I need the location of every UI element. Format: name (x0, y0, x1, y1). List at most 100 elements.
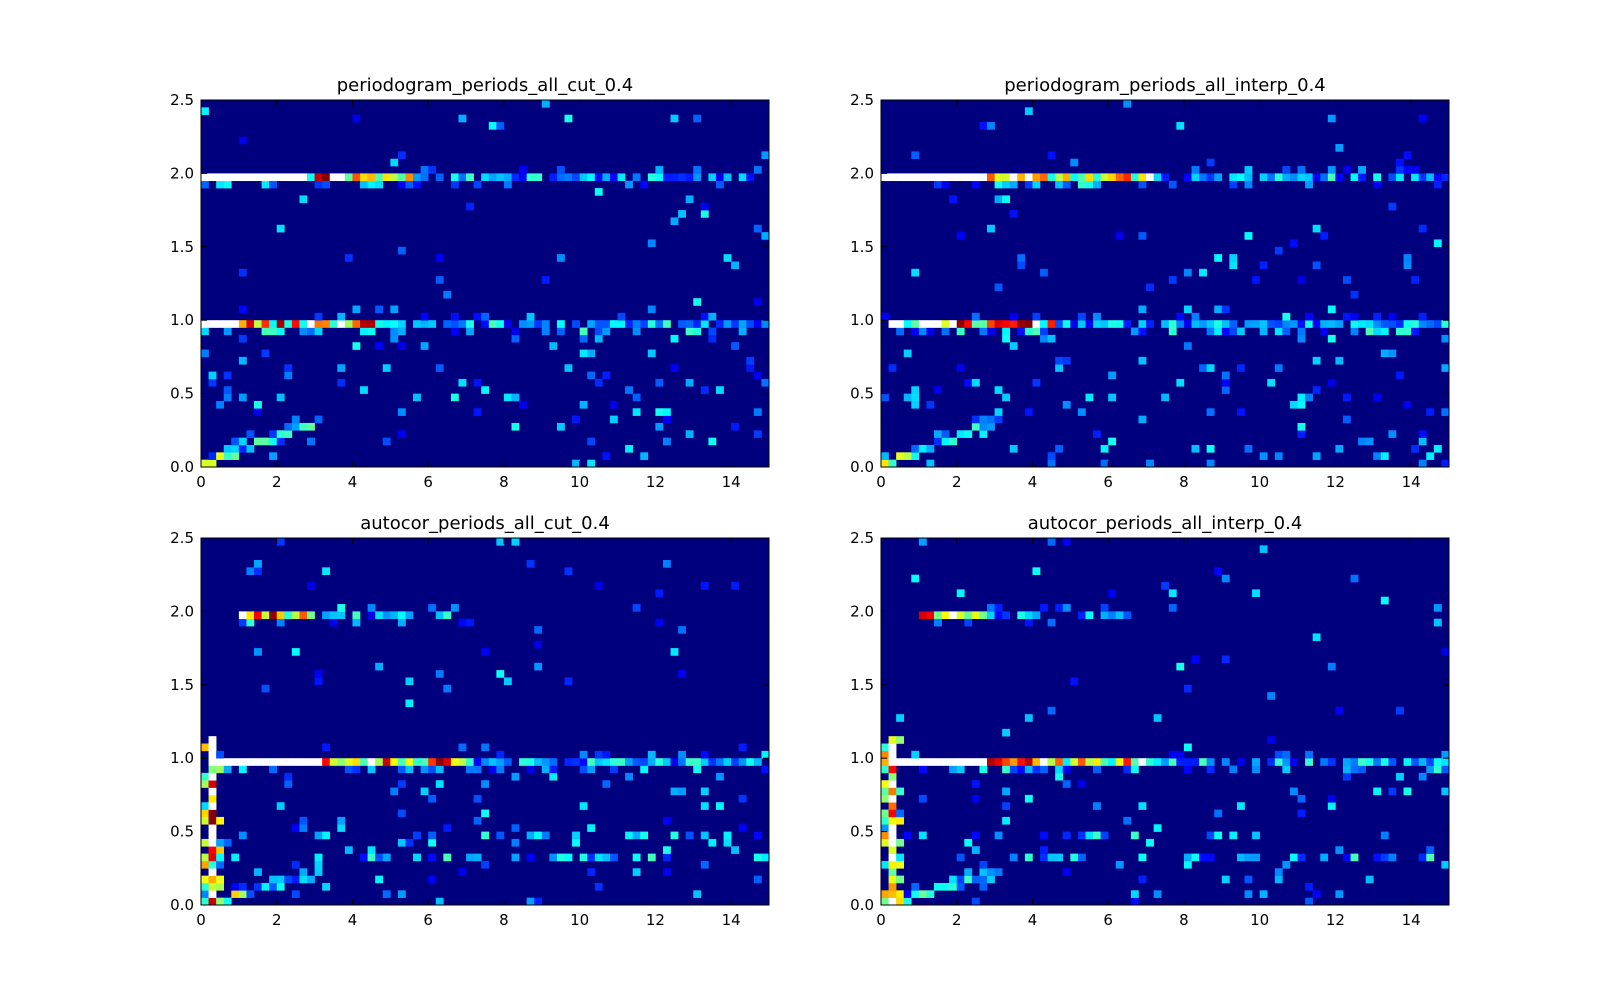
y-tick-label: 0.5 (170, 823, 194, 841)
heatmap-cell (949, 437, 958, 446)
heatmap-cell (534, 626, 543, 634)
heatmap-cell (1259, 327, 1268, 336)
heatmap-cell (1289, 400, 1298, 409)
heatmap-cell (572, 320, 580, 328)
heatmap-cell (428, 794, 437, 803)
heatmap-cell (413, 393, 421, 402)
heatmap-cell (1358, 437, 1366, 446)
heatmap-cell (1206, 327, 1215, 336)
heatmap-cell (971, 611, 980, 620)
heatmap-cell (888, 831, 897, 840)
heatmap-cell (413, 173, 421, 182)
heatmap-cell (367, 765, 376, 774)
heatmap-cell (888, 868, 897, 876)
heatmap-cell (1199, 853, 1207, 862)
heatmap-cell (299, 758, 308, 766)
heatmap-cell (481, 173, 490, 182)
heatmap-cell (1380, 320, 1389, 328)
heatmap-cell (238, 393, 247, 402)
heatmap-cell (1365, 758, 1374, 766)
heatmap-cell (1441, 459, 1450, 468)
heatmap-cell (723, 838, 732, 847)
heatmap-cell (443, 758, 452, 766)
heatmap-cell (450, 173, 459, 182)
heatmap-cell (1441, 173, 1450, 182)
heatmap-cell (602, 327, 611, 336)
heatmap-cell (450, 604, 459, 612)
heatmap-cell (881, 838, 889, 847)
heatmap-cell (254, 400, 262, 409)
heatmap-cell (261, 437, 270, 446)
heatmap-cell (670, 364, 679, 372)
x-tick-label: 12 (646, 911, 665, 929)
heatmap-cell (1433, 444, 1442, 453)
heatmap-cell (1047, 173, 1056, 182)
heatmap-cell (587, 349, 596, 358)
heatmap-cell (956, 882, 965, 891)
heatmap-cell (473, 765, 482, 774)
heatmap-cell (594, 173, 603, 182)
heatmap-cell (1358, 166, 1366, 174)
x-tick-label: 14 (1402, 911, 1421, 929)
heatmap-cell (556, 254, 565, 262)
heatmap-cell (1214, 809, 1223, 818)
heatmap-cell (1350, 853, 1359, 862)
heatmap-cell (926, 611, 935, 620)
heatmap-cell (655, 320, 664, 328)
axes-frame (200, 537, 770, 906)
heatmap-cell (1358, 173, 1366, 182)
heatmap-cell (572, 831, 580, 840)
heatmap-cell (1267, 736, 1276, 744)
heatmap-cell (1047, 452, 1056, 460)
heatmap-cell (949, 765, 958, 774)
heatmap-cell (896, 875, 905, 884)
heatmap-cell (632, 831, 641, 840)
heatmap-cell (1040, 604, 1048, 612)
heatmap-cell (473, 758, 482, 766)
heatmap-cell (1221, 875, 1230, 884)
heatmap-cell (276, 173, 285, 182)
heatmap-cell (420, 320, 429, 328)
heatmap-cell (594, 758, 603, 766)
heatmap-cell (685, 758, 694, 766)
heatmap-cell (655, 378, 664, 387)
heatmap-cell (397, 618, 406, 627)
heatmap-cell (496, 122, 505, 130)
heatmap-cell (1146, 173, 1154, 182)
heatmap-cell (587, 320, 596, 328)
heatmap-cell (1418, 772, 1427, 781)
heatmap-cell (715, 802, 724, 810)
heatmap-cell (481, 386, 490, 394)
heatmap-cell (1161, 393, 1170, 402)
heatmap-cell (246, 618, 255, 627)
heatmap-cell (640, 831, 649, 840)
heatmap-cell (1441, 750, 1450, 759)
heatmap-cell (208, 802, 217, 810)
heatmap-cell (534, 758, 543, 766)
heatmap-cell (466, 320, 474, 328)
heatmap-cell (979, 860, 988, 869)
heatmap-cell (1267, 758, 1276, 766)
heatmap-cell (647, 349, 656, 358)
heatmap-cell (609, 173, 618, 182)
heatmap-cell (382, 890, 391, 898)
heatmap-cell (473, 408, 482, 416)
heatmap-cell (1289, 853, 1298, 862)
heatmap-cell (450, 393, 459, 402)
heatmap-cell (1297, 853, 1306, 862)
heatmap-cell (1168, 750, 1177, 759)
heatmap-cell (208, 846, 217, 854)
heatmap-cell (1327, 173, 1336, 182)
heatmap-cell (700, 750, 709, 759)
heatmap-cell (964, 618, 973, 627)
heatmap-cell (1418, 320, 1427, 328)
heatmap-cell (640, 180, 649, 189)
heatmap-cell (647, 758, 656, 766)
heatmap-cell (1426, 452, 1435, 460)
heatmap-cell (269, 882, 278, 891)
heatmap-cell (549, 853, 558, 862)
heatmap-cell (662, 408, 671, 416)
heatmap-cell (700, 386, 709, 394)
heatmap-cell (216, 838, 225, 847)
heatmap-cell (1138, 320, 1147, 328)
